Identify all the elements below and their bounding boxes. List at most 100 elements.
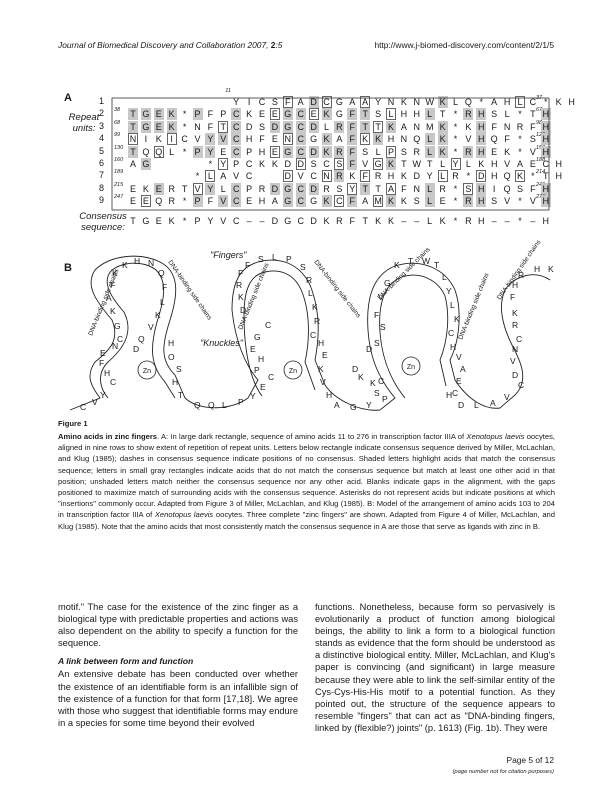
right-column: functions. Nonetheless, because form so … xyxy=(315,601,555,740)
consensus-residue: Y xyxy=(207,216,214,226)
residue-label: K xyxy=(454,314,460,324)
consensus-residue: L xyxy=(427,216,433,226)
residue-label: C xyxy=(310,330,316,340)
consensus-residue: D xyxy=(310,216,317,226)
residue-label: V xyxy=(504,392,510,402)
residue-label: A xyxy=(490,398,496,408)
residue: R xyxy=(463,108,474,121)
consensus-residue: E xyxy=(155,216,162,226)
residue: R xyxy=(452,171,459,182)
residue: G xyxy=(310,196,318,207)
residue: * xyxy=(182,196,187,207)
residue: H xyxy=(476,182,487,195)
residue-label: H xyxy=(172,377,178,387)
residue: P xyxy=(192,145,203,158)
residue: Y xyxy=(347,182,358,195)
residue: L xyxy=(386,108,396,121)
residue-label: L xyxy=(474,400,479,410)
residue-label: V xyxy=(320,377,326,387)
residue: C xyxy=(321,96,332,108)
residue-label: H xyxy=(168,338,174,348)
residue: L xyxy=(440,159,446,169)
residue: L xyxy=(504,109,510,120)
left-paragraph-1: motif." The case for the existence of th… xyxy=(58,602,298,649)
residue-label: K xyxy=(318,364,324,374)
residue: H xyxy=(555,159,562,169)
residue: T xyxy=(439,109,446,120)
consensus-residue: C xyxy=(232,216,240,226)
residue: R xyxy=(323,183,330,194)
residue: N xyxy=(282,133,293,146)
residue: W xyxy=(412,159,422,169)
residue: R xyxy=(168,196,175,207)
residue-label: V xyxy=(510,356,516,366)
residue: T xyxy=(360,108,371,121)
caption-species-1: Xenotopus laevis xyxy=(466,432,525,441)
residue: L xyxy=(424,133,435,146)
row-start-position: 38 xyxy=(114,107,121,114)
residue: V xyxy=(218,133,229,146)
journal-url[interactable]: http://www.j-biomed-discovery.com/conten… xyxy=(374,40,554,50)
residue-label: S xyxy=(374,338,380,348)
residue: K xyxy=(258,159,265,169)
residue-label: H xyxy=(104,368,110,378)
residue: * xyxy=(182,109,187,120)
residue-label: H xyxy=(326,390,332,400)
consensus-residue: T xyxy=(130,216,136,226)
residue: R xyxy=(258,183,266,194)
residue: H xyxy=(490,159,498,169)
residue: R xyxy=(374,171,382,182)
left-column: motif." The case for the existence of th… xyxy=(58,601,298,735)
journal-article: :5 xyxy=(275,40,283,50)
figure-title: Figure 1 xyxy=(58,419,88,428)
residue: Y xyxy=(205,145,216,158)
residue: D xyxy=(269,182,280,195)
residue: F xyxy=(207,121,214,132)
residue: P xyxy=(192,108,203,121)
residue: L xyxy=(424,182,435,195)
residue: I xyxy=(492,183,496,194)
residue: * xyxy=(518,196,522,207)
residue: E xyxy=(129,183,136,194)
residue-label: F xyxy=(510,292,515,302)
residue: L xyxy=(424,195,435,208)
residue: K xyxy=(437,133,448,146)
residue-label: S xyxy=(300,262,306,272)
residue-label: D xyxy=(512,370,518,380)
residue-label: R xyxy=(518,270,524,280)
residue-label: E xyxy=(456,376,462,386)
row-number: 6 xyxy=(98,158,104,168)
residue: S xyxy=(334,158,345,170)
consensus-residue: V xyxy=(220,216,227,226)
residue-label: T xyxy=(178,390,183,400)
residue-label: F xyxy=(238,268,243,278)
residue: A xyxy=(220,171,227,182)
residue: K xyxy=(437,96,448,108)
panel-b-label: B xyxy=(64,262,72,274)
residue: H xyxy=(476,120,487,133)
residue-label: Y xyxy=(100,390,106,400)
residue-label: D xyxy=(458,400,464,410)
residue: C xyxy=(231,120,242,133)
consensus-residue: K xyxy=(387,216,394,226)
residue-label: R xyxy=(236,280,242,290)
residue: E xyxy=(439,196,446,207)
residue: C xyxy=(245,171,253,182)
residue-label: V xyxy=(456,352,462,362)
residue: F xyxy=(207,196,214,207)
residue: V xyxy=(233,171,240,182)
residue: * xyxy=(182,146,187,157)
residue: L xyxy=(169,146,175,157)
residue-label: D xyxy=(240,305,246,315)
residue: F xyxy=(347,133,358,146)
residue: W xyxy=(425,97,434,107)
residue: H xyxy=(540,195,551,208)
residue-label: S xyxy=(258,254,264,264)
residue: F xyxy=(530,183,536,194)
residue: S xyxy=(336,183,343,194)
residue: E xyxy=(153,108,164,121)
residue-label: C xyxy=(452,388,458,398)
residue: D xyxy=(245,121,253,132)
residue: G xyxy=(140,158,151,170)
residue-label: A xyxy=(106,293,112,303)
